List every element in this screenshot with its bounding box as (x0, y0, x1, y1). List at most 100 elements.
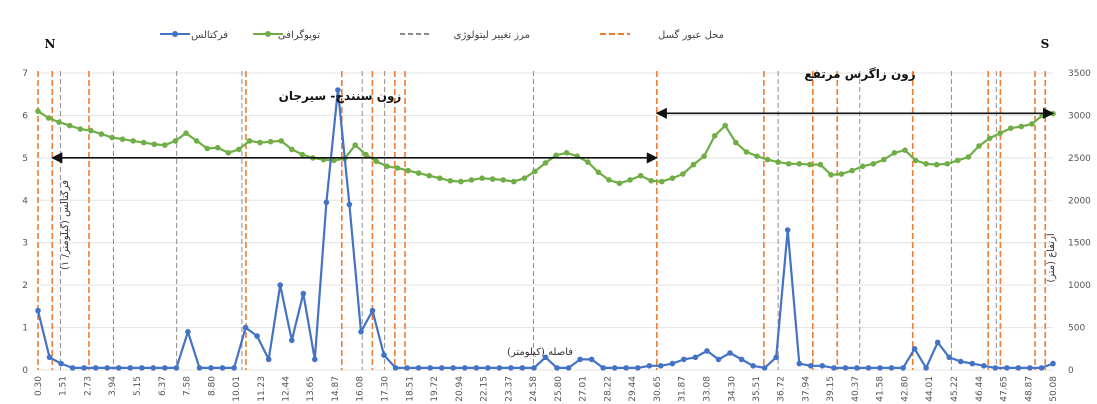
data-point-topography (352, 142, 359, 148)
legend-label-litho: مرز تغییر لیتولوژی (454, 30, 530, 41)
data-point-topography (532, 168, 538, 175)
x-tick-label: 39.15 (826, 376, 836, 402)
data-point-topography (859, 163, 866, 170)
data-point-fractals (369, 307, 376, 314)
data-point-topography (489, 176, 496, 182)
data-point-fractals (900, 365, 906, 371)
data-point-fractals (427, 365, 434, 371)
x-tick-label: 14.87 (331, 376, 341, 402)
data-point-topography (775, 159, 781, 165)
data-point-topography (151, 141, 158, 148)
data-point-fractals (704, 348, 710, 354)
data-point-fractals (831, 365, 837, 371)
data-point-fractals (508, 365, 514, 371)
data-point-topography (246, 138, 253, 144)
data-point-fractals (577, 356, 583, 363)
data-point-fractals (854, 365, 860, 371)
data-point-fractals (35, 307, 41, 314)
x-tick-label: 10.01 (232, 376, 242, 402)
data-point-fractals (1015, 365, 1022, 371)
x-tick-label: 48.87 (1024, 376, 1034, 402)
left-axis-ticks: 0 1 2 3 4 5 6 7 (22, 69, 28, 376)
data-point-topography (616, 180, 623, 187)
legend-label-fractals: فرکتالس (191, 30, 228, 41)
data-point-fractals (761, 365, 768, 371)
data-point-topography (838, 171, 845, 177)
y-right-tick-label: 0 (1068, 366, 1074, 376)
x-tick-label: 8.80 (207, 376, 217, 396)
data-point-topography (754, 153, 760, 159)
data-point-topography (912, 157, 919, 164)
data-point-fractals (738, 356, 745, 363)
series-line-fractals (36, 88, 1054, 369)
data-point-fractals (254, 333, 260, 339)
y-right-tick-label: 1000 (1068, 281, 1091, 291)
data-point-fractals (981, 363, 987, 369)
x-tick-label: 6.37 (158, 376, 168, 396)
data-point-fractals (1027, 365, 1033, 371)
right-axis-ticks: 0 500 1000 1500 2000 2500 3000 3500 (1068, 69, 1091, 376)
data-point-topography (458, 178, 464, 185)
data-point-fractals (173, 365, 180, 371)
data-point-topography (98, 131, 105, 137)
data-point-topography (733, 139, 739, 146)
x-tick-label: 13.65 (306, 376, 316, 402)
data-point-fractals (554, 365, 560, 371)
data-point-topography (384, 163, 390, 170)
data-point-topography (1007, 125, 1014, 131)
data-point-fractals (265, 356, 272, 363)
data-point-fractals (219, 365, 226, 371)
data-point-topography (669, 175, 676, 181)
data-point-topography (923, 161, 929, 167)
data-point-topography (299, 151, 306, 158)
x-tick-label: 46.44 (975, 376, 985, 402)
data-point-topography (637, 172, 644, 179)
data-point-topography (183, 130, 189, 136)
data-point-fractals (381, 352, 387, 358)
y-right-tick-label: 3500 (1068, 69, 1091, 79)
data-point-topography (997, 130, 1003, 136)
y-right-tick-label: 2500 (1068, 154, 1091, 164)
data-point-topography (986, 135, 993, 142)
x-tick-label: 42.80 (901, 376, 911, 402)
data-point-fractals (865, 365, 872, 371)
data-point-topography (648, 178, 654, 184)
data-point-topography (828, 172, 834, 178)
data-point-fractals (623, 365, 629, 371)
data-point-fractals (289, 337, 295, 344)
data-point-fractals (784, 227, 791, 233)
data-point-fractals (58, 360, 64, 367)
data-point-fractals (346, 201, 353, 208)
x-tick-label: 18.51 (405, 376, 415, 402)
data-point-topography (56, 119, 62, 125)
data-point-topography (289, 146, 295, 153)
data-point-fractals (877, 365, 883, 371)
data-point-topography (965, 154, 972, 160)
data-point-topography (140, 139, 147, 146)
data-point-fractals (1050, 360, 1056, 367)
x-tick-label: 37.94 (801, 376, 811, 402)
legend: فرکتالس توپوگرافی مرز تغییر لیتولوژی محل عب… (160, 29, 724, 41)
data-point-fractals (81, 365, 87, 371)
x-tick-label: 25.80 (554, 376, 564, 402)
data-point-fractals (150, 365, 157, 371)
data-point-topography (437, 175, 443, 181)
data-point-topography (77, 126, 84, 132)
y-left-tick-label: 6 (22, 111, 28, 121)
data-point-fractals (888, 365, 895, 371)
data-point-fractals (992, 365, 999, 371)
data-point-topography (785, 161, 792, 167)
data-point-fractals (127, 365, 134, 371)
x-tick-label: 11.23 (257, 376, 267, 402)
data-point-fractals (162, 365, 168, 371)
x-tick-label: 40.37 (851, 376, 861, 402)
data-point-topography (764, 156, 771, 163)
data-point-topography (796, 161, 803, 167)
data-point-fractals (438, 365, 445, 371)
x-tick-label: 34.30 (727, 376, 737, 402)
gridlines (38, 72, 1053, 371)
data-point-topography (405, 167, 411, 174)
data-point-fractals (911, 346, 918, 352)
data-point-topography (214, 144, 221, 151)
